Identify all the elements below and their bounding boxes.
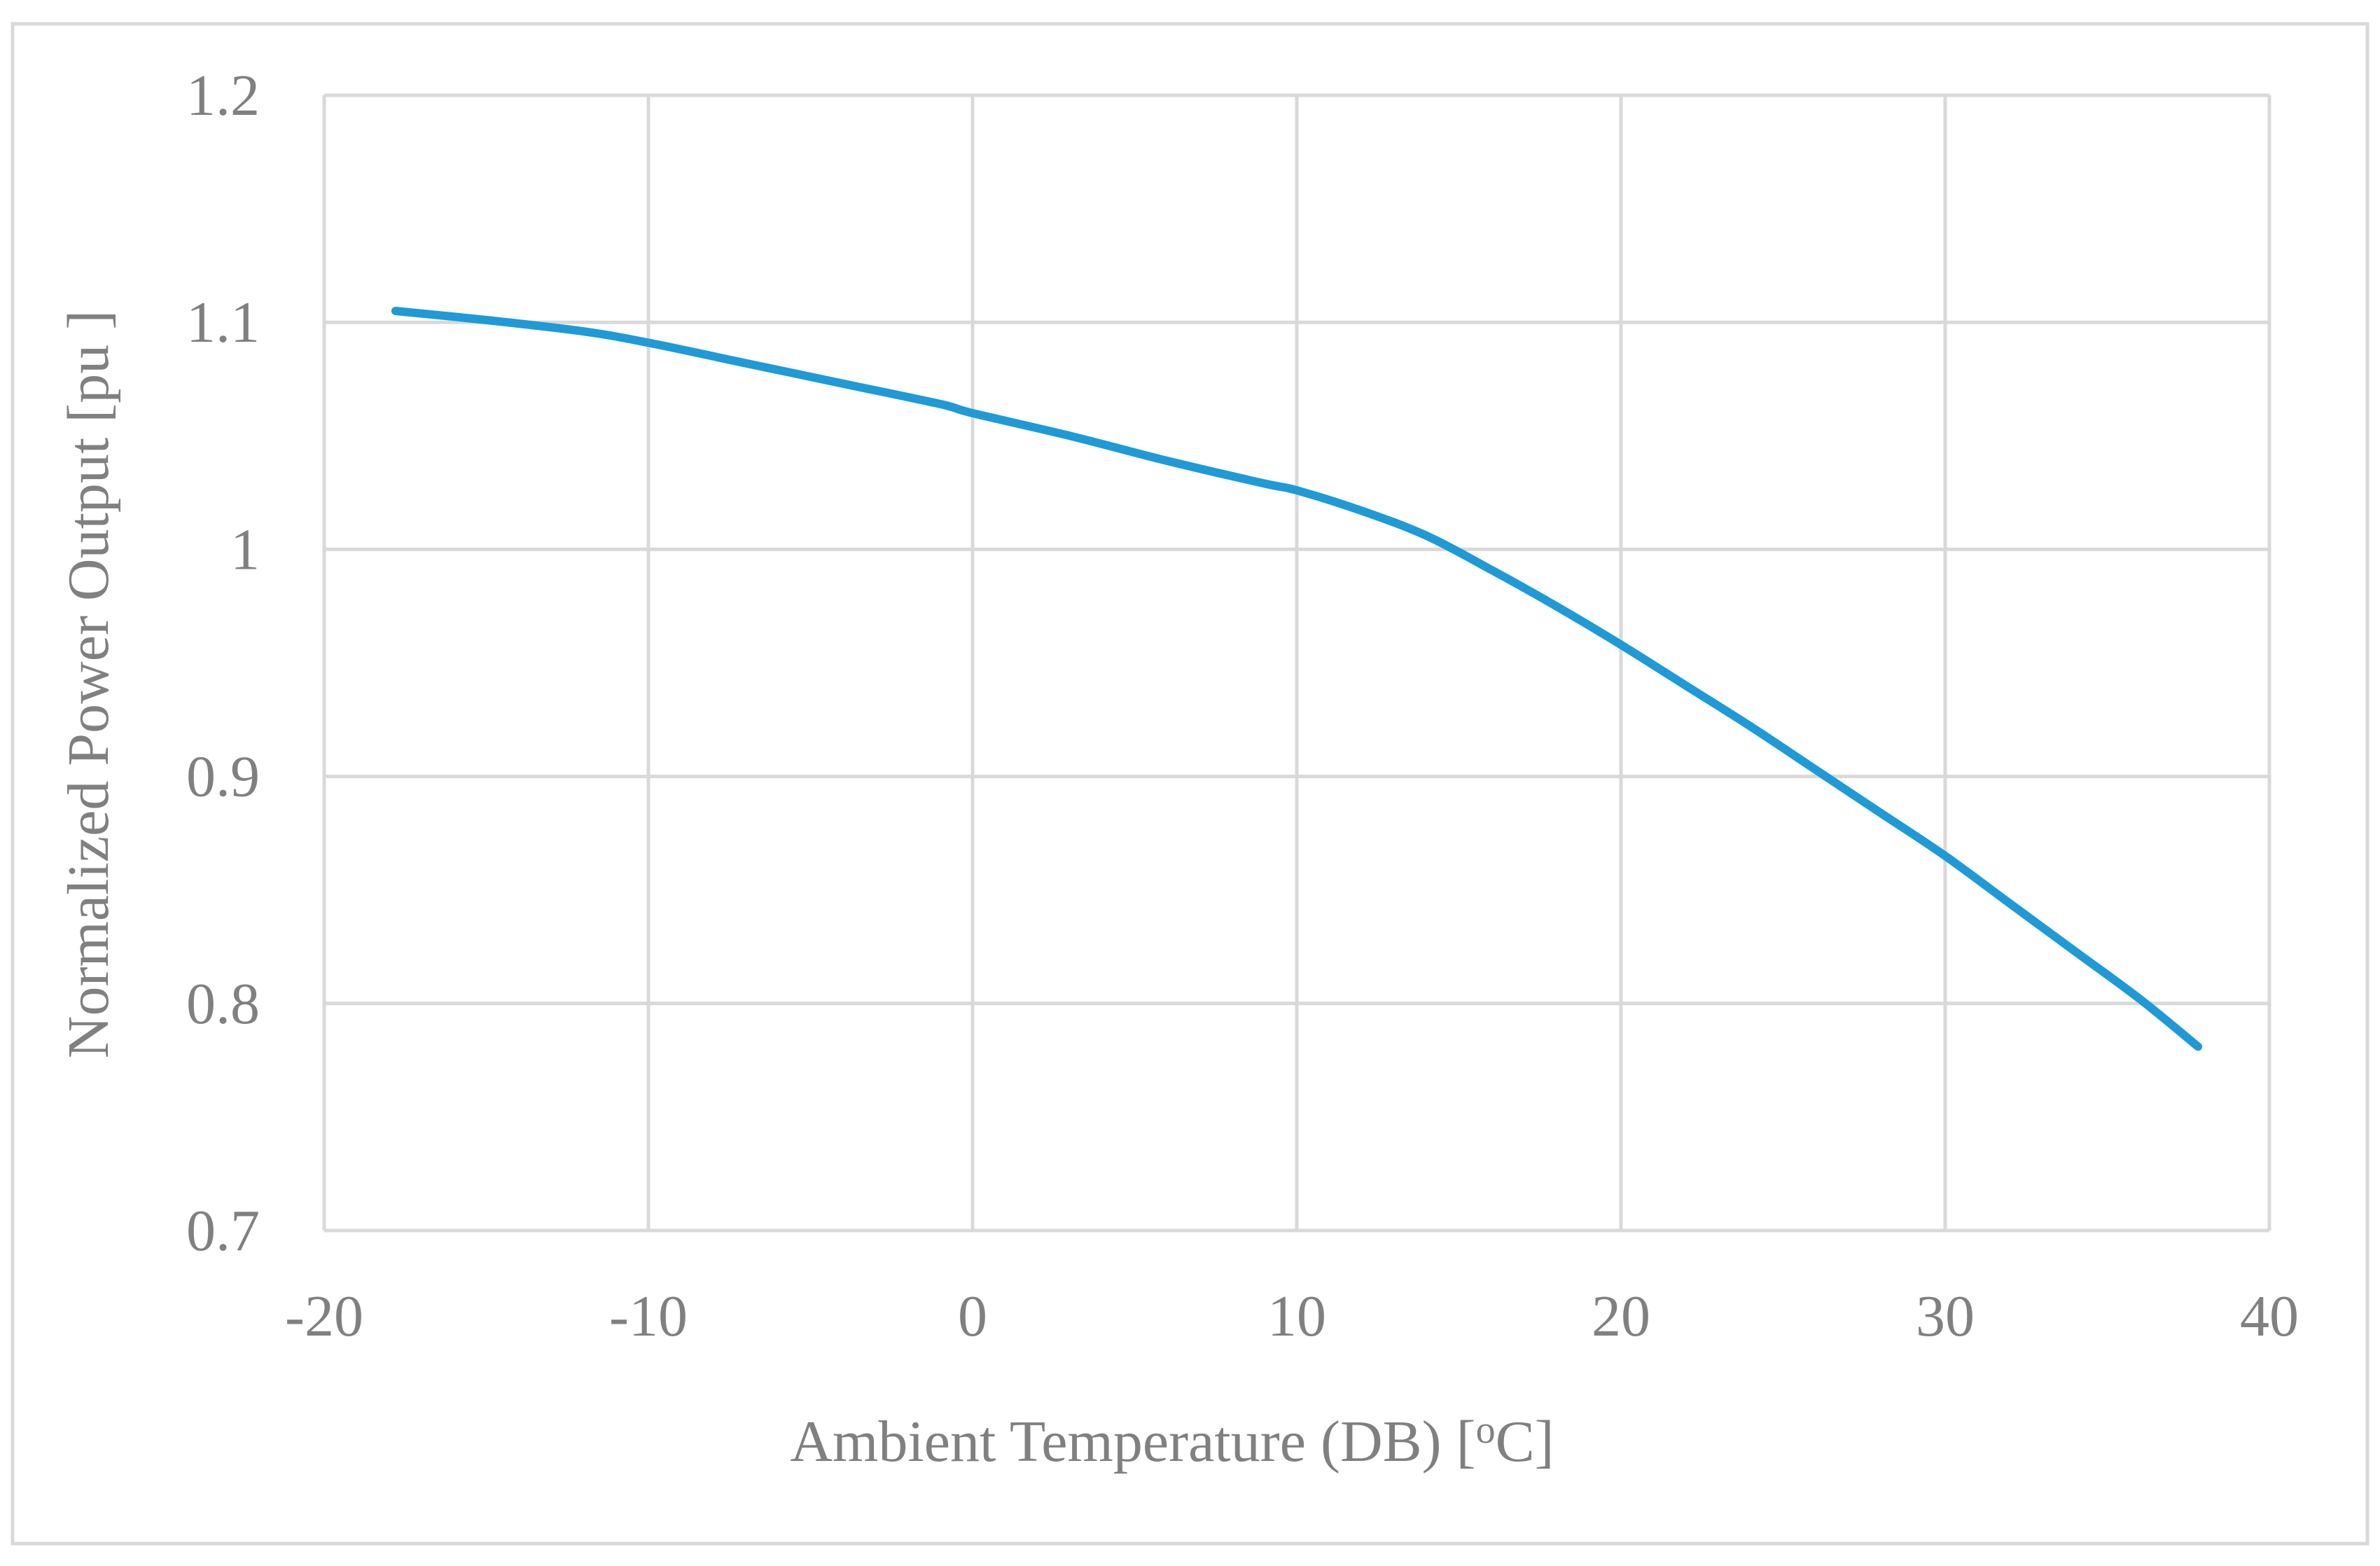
x-tick-label: 20 <box>1592 1284 1650 1349</box>
x-tick-label: -20 <box>285 1284 363 1349</box>
gridlines <box>322 93 2271 1233</box>
series-layer <box>391 307 2203 1051</box>
y-tick-label: 1.2 <box>186 63 260 128</box>
x-tick-label: 10 <box>1267 1284 1326 1349</box>
x-axis-title: Ambient Temperature (DB) [oC] <box>790 1408 1554 1474</box>
y-axis-title: Normalized Power Output [pu ] <box>56 310 121 1058</box>
x-tick-label: 30 <box>1916 1284 1975 1349</box>
chart-outer-border <box>11 22 2369 1546</box>
x-axis-ticks: -20 -10 0 10 20 30 40 <box>285 1284 2299 1349</box>
y-tick-label: 0.8 <box>186 971 260 1037</box>
y-tick-label: 0.9 <box>186 744 260 810</box>
x-axis-title-superscript: o <box>1476 1408 1496 1452</box>
x-tick-label: 0 <box>958 1284 987 1349</box>
y-axis-ticks: 0.7 0.8 0.9 1 1.1 1.2 <box>186 63 260 1263</box>
series-line <box>391 307 2203 1051</box>
y-tick-label: 1.1 <box>186 290 260 355</box>
y-tick-label: 1 <box>230 517 260 582</box>
y-tick-label: 0.7 <box>186 1198 260 1263</box>
x-tick-label: 40 <box>2240 1284 2299 1349</box>
x-tick-label: -10 <box>609 1284 688 1349</box>
